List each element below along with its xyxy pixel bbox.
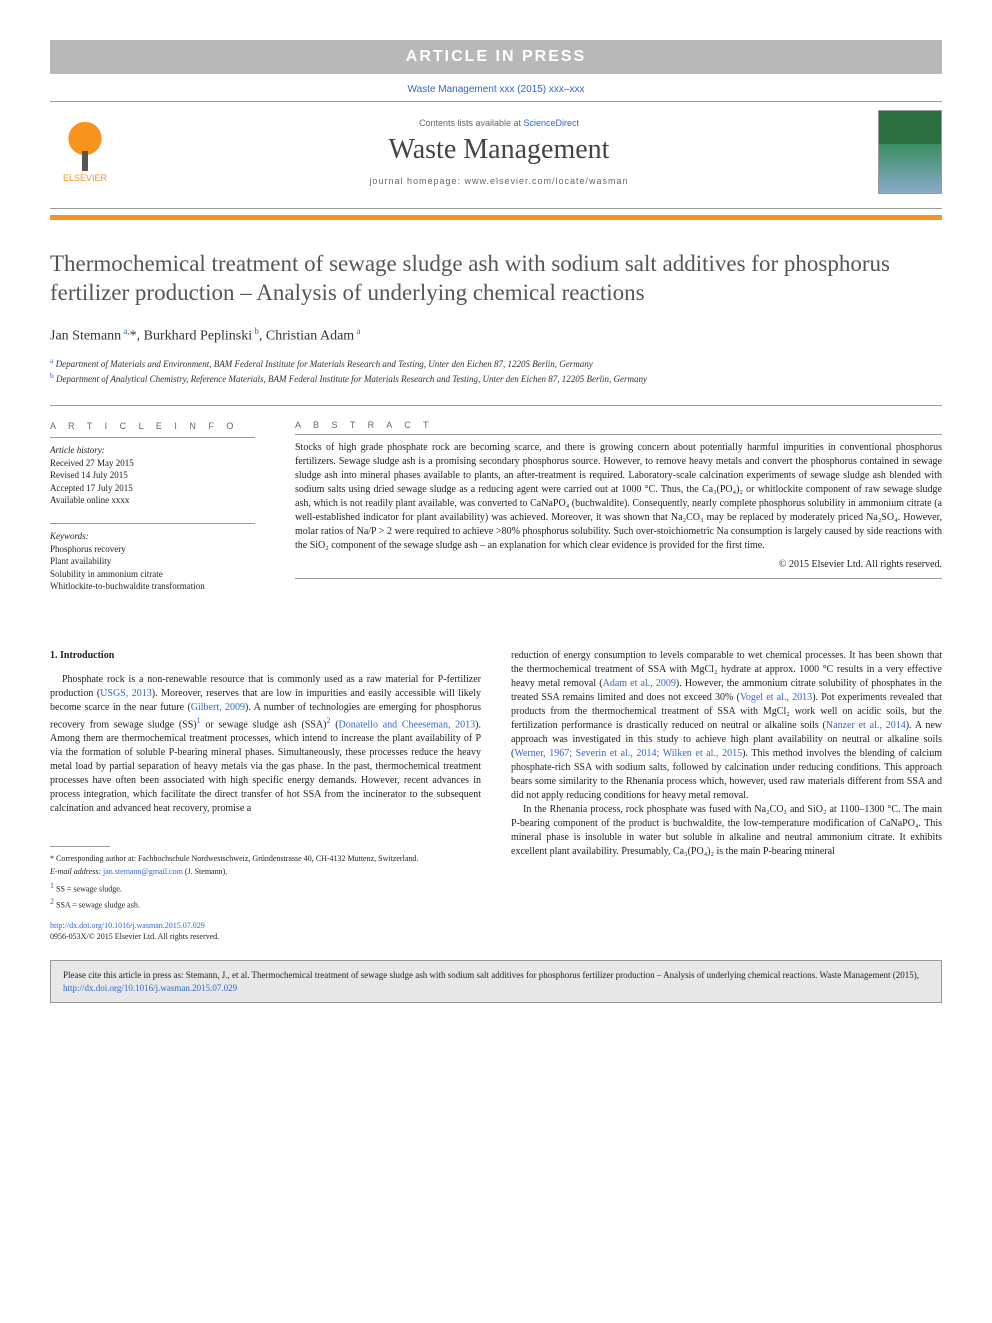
homepage-url[interactable]: www.elsevier.com/locate/wasman [465,176,629,186]
citation-link[interactable]: Donatello and Cheeseman, 2013 [339,719,476,730]
citation-link[interactable]: Werner, 1967; Severin et al., 2014; Wilk… [514,748,742,759]
keyword: Phosphorus recovery [50,543,255,556]
citebox-text: Please cite this article in press as: St… [63,970,919,980]
abstract-heading: A B S T R A C T [295,420,942,430]
homepage-line: journal homepage: www.elsevier.com/locat… [140,176,858,186]
sciencedirect-link[interactable]: ScienceDirect [524,118,580,128]
doi-block: http://dx.doi.org/10.1016/j.wasman.2015.… [50,921,481,942]
online-date: Available online xxxx [50,494,255,507]
keyword: Solubility in ammonium citrate [50,568,255,581]
journal-name: Waste Management [140,134,858,166]
paragraph: Phosphate rock is a non-renewable resour… [50,673,481,816]
elsevier-label: ELSEVIER [63,173,107,183]
affil-marker: a [354,326,360,336]
journal-cover-thumbnail [878,110,942,194]
footnote-divider [50,846,110,847]
elsevier-logo: ELSEVIER [50,112,120,192]
email-line: E-mail address: jan.stemann@gmail.com (J… [50,866,481,877]
body-left-column: 1. Introduction Phosphate rock is a non-… [50,649,481,942]
please-cite-box: Please cite this article in press as: St… [50,960,942,1003]
citation-link[interactable]: Adam et al., 2009 [603,678,676,689]
footnote-1: SS = sewage sludge. [56,884,122,893]
paragraph: reduction of energy consumption to level… [511,649,942,803]
body-two-column: 1. Introduction Phosphate rock is a non-… [50,649,942,942]
history-label: Article history: [50,444,255,457]
paragraph: In the Rhenania process, rock phosphate … [511,803,942,859]
affiliations: a Department of Materials and Environmen… [50,356,942,385]
doi-link[interactable]: http://dx.doi.org/10.1016/j.wasman.2015.… [50,921,205,930]
affil-marker: a, [121,326,130,336]
authors-line: Jan Stemann a,*, Burkhard Peplinski b, C… [50,326,942,345]
keyword: Whitlockite-to-buchwaldite transformatio… [50,580,255,593]
contents-prefix: Contents lists available at [419,118,524,128]
contents-line: Contents lists available at ScienceDirec… [140,118,858,128]
revised-date: Revised 14 July 2015 [50,469,255,482]
affiliation-b: Department of Analytical Chemistry, Refe… [56,374,647,384]
orange-divider [50,215,942,220]
elsevier-tree-icon [60,121,110,171]
abstract-body: Stocks of high grade phosphate rock are … [295,441,942,553]
article-title: Thermochemical treatment of sewage sludg… [50,250,942,308]
body-right-column: reduction of energy consumption to level… [511,649,942,942]
citebox-doi-link[interactable]: http://dx.doi.org/10.1016/j.wasman.2015.… [63,983,237,993]
accepted-date: Accepted 17 July 2015 [50,482,255,495]
keywords-label: Keywords: [50,530,255,543]
top-citation-line: Waste Management xxx (2015) xxx–xxx [50,84,942,95]
issn-copyright: 0956-053X/© 2015 Elsevier Ltd. All right… [50,932,219,941]
footnote-block: * Corresponding author at: Fachhochschul… [50,853,481,911]
citation-link[interactable]: USGS, 2013 [100,688,152,699]
affiliation-a: Department of Materials and Environment,… [56,359,593,369]
abstract-column: A B S T R A C T Stocks of high grade pho… [295,420,942,609]
corresponding-author: * Corresponding author at: Fachhochschul… [50,853,481,864]
homepage-prefix: journal homepage: [369,176,464,186]
abstract-copyright: © 2015 Elsevier Ltd. All rights reserved… [295,559,942,570]
citation-link[interactable]: Nanzer et al., 2014 [826,720,906,731]
journal-header: ELSEVIER Contents lists available at Sci… [50,101,942,209]
divider [50,405,942,406]
article-info-column: A R T I C L E I N F O Article history: R… [50,420,255,609]
citation-link[interactable]: Gilbert, 2009 [191,702,245,713]
keyword: Plant availability [50,555,255,568]
received-date: Received 27 May 2015 [50,457,255,470]
footnote-2: SSA = sewage sludge ash. [56,901,140,910]
article-info-heading: A R T I C L E I N F O [50,420,255,433]
email-link[interactable]: jan.stemann@gmail.com [103,867,183,876]
article-in-press-banner: ARTICLE IN PRESS [50,40,942,74]
section-1-heading: 1. Introduction [50,649,481,663]
affil-marker: b [252,326,259,336]
citation-link[interactable]: Vogel et al., 2013 [740,692,812,703]
